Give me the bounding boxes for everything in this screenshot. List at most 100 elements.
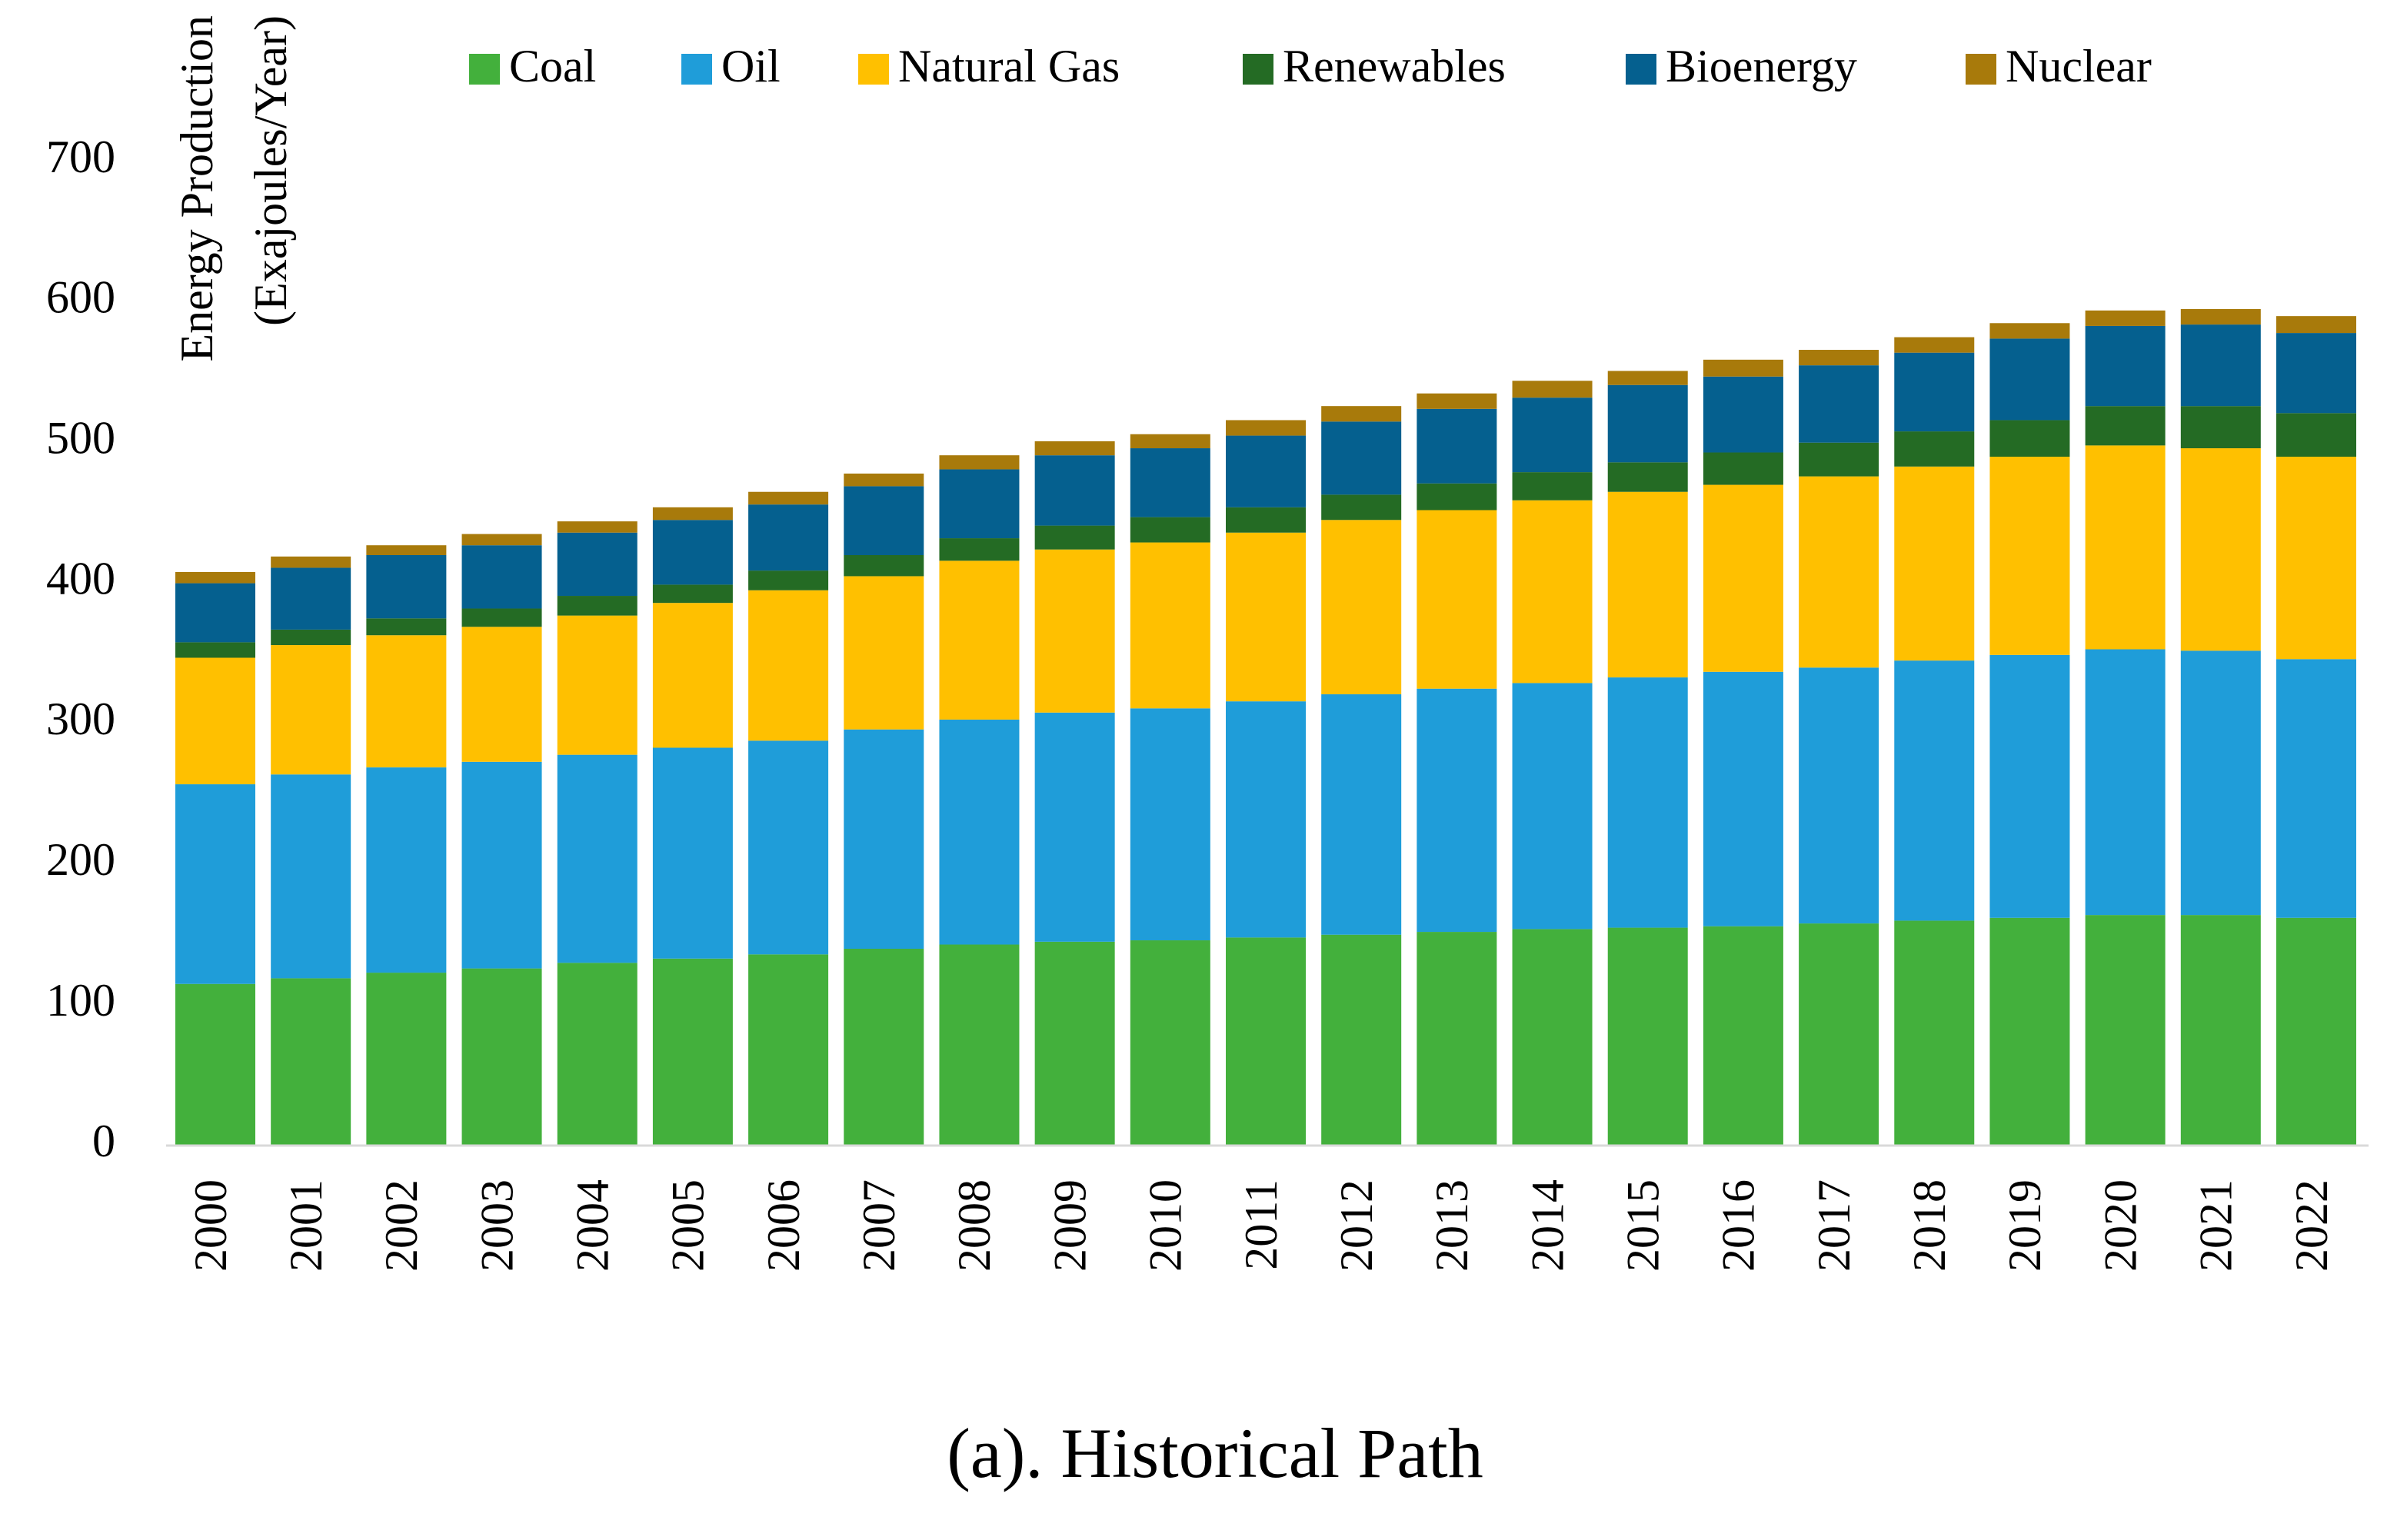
- bar-segment: [1034, 455, 1115, 526]
- legend-label: Oil: [721, 41, 781, 91]
- bar-segment: [1799, 442, 1879, 477]
- bar-segment: [2180, 406, 2261, 449]
- bar-segment: [1034, 941, 1115, 1146]
- bar-segment: [1417, 408, 1497, 484]
- bar-segment: [1417, 688, 1497, 933]
- bar-segment: [652, 507, 733, 521]
- bar-segment: [1226, 701, 1306, 938]
- x-tick-label: 2019: [1999, 1179, 2050, 1272]
- bar-segment: [652, 584, 733, 604]
- bar-segment: [748, 504, 829, 571]
- x-tick-label: 2001: [281, 1179, 331, 1272]
- bar-segment: [1894, 660, 1975, 921]
- bar-segment: [2085, 406, 2166, 446]
- x-tick-label: 2009: [1044, 1179, 1095, 1272]
- bar-segment: [1989, 323, 2070, 339]
- bar-segment: [2180, 324, 2261, 407]
- bar-segment: [1799, 667, 1879, 924]
- legend-swatch: [681, 54, 712, 85]
- bar-segment: [1034, 441, 1115, 456]
- bar-segment: [939, 538, 1020, 561]
- bar-segment: [1894, 466, 1975, 661]
- y-tick-label: 200: [46, 834, 115, 885]
- x-tick-label: 2020: [2095, 1179, 2146, 1272]
- legend-label: Bioenergy: [1666, 41, 1857, 91]
- bar-segment: [557, 521, 638, 533]
- bar-segment: [2276, 659, 2356, 918]
- bar-segment: [1607, 677, 1688, 928]
- bar-segment: [1130, 542, 1210, 709]
- y-axis-label: (Exajoules/Year): [245, 15, 296, 326]
- bar-segment: [1321, 694, 1402, 935]
- bar-segment: [366, 973, 447, 1146]
- x-tick-label: 2018: [1904, 1179, 1955, 1272]
- legend-label: Coal: [509, 41, 596, 91]
- bar-segment: [1417, 393, 1497, 409]
- bar-segment: [2085, 310, 2166, 326]
- bar-segment: [1989, 420, 2070, 457]
- bar-segment: [1034, 712, 1115, 942]
- legend-swatch: [858, 54, 889, 85]
- x-tick-label: 2014: [1522, 1179, 1573, 1272]
- bar-segment: [844, 949, 924, 1146]
- bar-segment: [1034, 549, 1115, 713]
- bar-segment: [366, 767, 447, 973]
- bar-segment: [652, 747, 733, 959]
- bar-segment: [271, 645, 351, 775]
- x-tick-label: 2000: [185, 1179, 236, 1272]
- bar-segment: [1989, 457, 2070, 655]
- bar-segment: [557, 754, 638, 963]
- bar-segment: [461, 608, 542, 627]
- bar-segment: [1321, 520, 1402, 695]
- bar-segment: [1607, 491, 1688, 678]
- y-tick-label: 0: [92, 1116, 115, 1166]
- x-tick-label: 2013: [1427, 1179, 1477, 1272]
- legend-label: Renewables: [1283, 41, 1506, 91]
- bar-segment: [175, 571, 255, 584]
- x-tick-label: 2011: [1236, 1179, 1287, 1270]
- bar-segment: [1321, 934, 1402, 1146]
- x-tick-label: 2004: [567, 1179, 618, 1272]
- y-tick-label: 600: [46, 272, 115, 323]
- bar-segment: [461, 627, 542, 762]
- bar-segment: [2180, 448, 2261, 651]
- bar-segment: [366, 555, 447, 619]
- bar-segment: [1703, 671, 1783, 926]
- bar-segment: [1512, 397, 1593, 473]
- bar-segment: [2276, 457, 2356, 660]
- bar-segment: [2085, 915, 2166, 1146]
- y-tick-label: 400: [46, 553, 115, 604]
- bar-segment: [844, 729, 924, 949]
- legend-label: Nuclear: [2006, 41, 2152, 91]
- bar-segment: [461, 761, 542, 969]
- bar-segment: [748, 491, 829, 505]
- bar-segment: [271, 774, 351, 979]
- bar-segment: [271, 567, 351, 630]
- bar-segment: [2180, 309, 2261, 325]
- legend-swatch: [1243, 54, 1273, 85]
- bar-segment: [2276, 917, 2356, 1146]
- bar-segment: [1417, 483, 1497, 511]
- bar-segment: [939, 719, 1020, 945]
- x-tick-label: 2016: [1713, 1179, 1764, 1272]
- bar-segment: [461, 534, 542, 546]
- bar-segment: [366, 545, 447, 555]
- bar-segment: [1703, 376, 1783, 453]
- bar-segment: [1417, 932, 1497, 1146]
- bar-segment: [1226, 435, 1306, 507]
- bar-segment: [557, 532, 638, 597]
- chart-title: (a). Historical Path: [947, 1414, 1483, 1492]
- bar-segment: [1989, 338, 2070, 421]
- bar-segment: [1894, 352, 1975, 432]
- bar-segment: [844, 486, 924, 555]
- bar-segment: [1130, 940, 1210, 1146]
- bar-segment: [1799, 365, 1879, 443]
- bar-segment: [1607, 927, 1688, 1146]
- bar-segment: [1799, 476, 1879, 668]
- x-tick-label: 2008: [949, 1179, 1000, 1272]
- bar-segment: [1894, 337, 1975, 353]
- x-tick-label: 2006: [758, 1179, 809, 1272]
- bar-segment: [366, 618, 447, 636]
- bar-segment: [1226, 507, 1306, 533]
